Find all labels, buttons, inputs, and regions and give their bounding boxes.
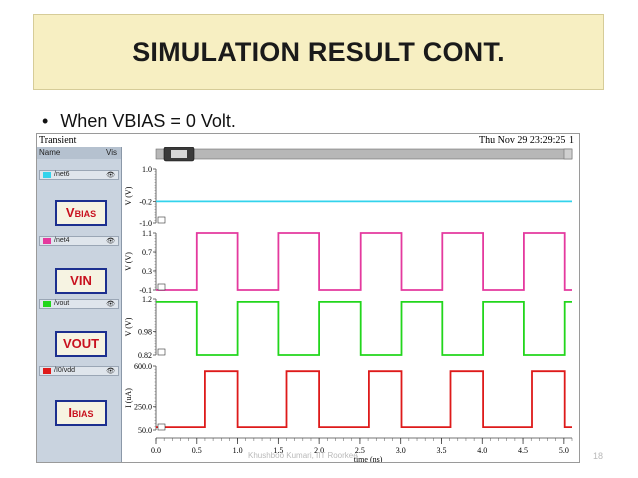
x-tick-label: 3.0 bbox=[396, 446, 406, 455]
simulation-header: Transient Thu Nov 29 23:29:25 1 bbox=[37, 134, 579, 148]
x-axis-label: time (ns) bbox=[354, 455, 383, 463]
y-axis-label: V (V) bbox=[124, 186, 133, 205]
signal-label-sub: BIAS bbox=[72, 409, 94, 419]
y-tick-label: 1.0 bbox=[142, 165, 152, 174]
trace-panel-header: Name Vis bbox=[37, 147, 121, 159]
x-tick-label: 2.5 bbox=[355, 446, 365, 455]
series-line bbox=[156, 232, 572, 291]
plot-panel-0: 1.0 -0.2 -1.0 V (V) bbox=[124, 165, 572, 228]
y-tick-label: 0.7 bbox=[142, 248, 152, 257]
scrollbar-end-button[interactable] bbox=[563, 148, 573, 160]
x-tick-label: 4.0 bbox=[477, 446, 487, 455]
trace-name: /net4 bbox=[54, 237, 70, 244]
trace-name: /net6 bbox=[54, 171, 70, 178]
scrollbar[interactable] bbox=[155, 147, 573, 162]
signal-label-vin: VIN bbox=[55, 268, 107, 294]
trace-row-net4[interactable]: /net4 👁 bbox=[39, 236, 119, 246]
plot-background bbox=[122, 147, 579, 462]
trace-name: /vout bbox=[54, 300, 70, 307]
page-indicator: 1 bbox=[569, 135, 574, 146]
y-tick-label: -0.1 bbox=[139, 286, 152, 295]
y-tick-label: 1.1 bbox=[142, 229, 152, 238]
eye-icon[interactable]: 👁 bbox=[106, 301, 115, 308]
panel-marker-icon bbox=[157, 216, 166, 224]
plot-panel-2: 1.2 0.98 0.82 V (V) bbox=[124, 295, 572, 360]
x-tick-label: 3.5 bbox=[436, 446, 446, 455]
x-tick-label: 4.5 bbox=[518, 446, 528, 455]
x-tick-label: 1.5 bbox=[273, 446, 283, 455]
trace-panel: Name Vis /net6 👁 VBIAS /net4 👁 VIN /vout… bbox=[37, 147, 122, 462]
eye-icon[interactable]: 👁 bbox=[106, 238, 115, 245]
window-label: Transient bbox=[39, 135, 77, 146]
y-tick-label: 50.0 bbox=[138, 426, 152, 435]
y-tick-label: 250.0 bbox=[134, 403, 152, 412]
y-axis-label: V (V) bbox=[124, 252, 133, 271]
x-tick-label: 1.0 bbox=[233, 446, 243, 455]
trace-name: /I0/vdd bbox=[54, 367, 76, 374]
slide-title: SIMULATION RESULT CONT. bbox=[132, 37, 505, 67]
title-band: SIMULATION RESULT CONT. bbox=[33, 14, 604, 90]
signal-label-vbias: VBIAS bbox=[55, 200, 107, 226]
trace-row-net6[interactable]: /net6 👁 bbox=[39, 170, 119, 180]
panel-header-name: Name bbox=[39, 148, 61, 157]
trace-swatch bbox=[43, 238, 51, 244]
y-tick-label: 0.3 bbox=[142, 267, 152, 276]
series-line bbox=[156, 370, 572, 429]
plot-panel-1: 1.1 0.7 0.3 -0.1 V (V) bbox=[124, 229, 572, 295]
bullet-text: • When VBIAS = 0 Volt. bbox=[42, 111, 236, 132]
eye-icon[interactable]: 👁 bbox=[106, 368, 115, 375]
timestamp: Thu Nov 29 23:29:25 bbox=[479, 135, 566, 146]
y-axis-label: V (V) bbox=[124, 317, 133, 336]
signal-label-sub: BIAS bbox=[74, 209, 97, 219]
signal-label-main: I bbox=[68, 405, 73, 420]
signal-label-main: V bbox=[65, 205, 75, 220]
footer-text: Khushboo Kumari, IIT Roorkee bbox=[248, 451, 358, 460]
scrollbar-thumb-grip bbox=[171, 150, 187, 158]
signal-label-main: VIN bbox=[70, 273, 92, 288]
y-tick-label: 1.2 bbox=[142, 295, 152, 304]
signal-label-ibias: IBIAS bbox=[55, 400, 107, 426]
x-tick-label: 5.0 bbox=[559, 446, 569, 455]
trace-row-vout[interactable]: /vout 👁 bbox=[39, 299, 119, 309]
trace-swatch bbox=[43, 301, 51, 307]
scrollbar-track bbox=[155, 148, 573, 160]
panel-marker-icon bbox=[157, 283, 166, 291]
x-tick-label: 2.0 bbox=[314, 446, 324, 455]
signal-label-main: VOUT bbox=[62, 336, 100, 351]
y-tick-label: -1.0 bbox=[139, 219, 152, 228]
panel-marker-icon bbox=[157, 348, 166, 356]
page-number: 18 bbox=[593, 451, 604, 461]
trace-row-vdd[interactable]: /I0/vdd 👁 bbox=[39, 366, 119, 376]
panel-marker-icon bbox=[157, 423, 166, 431]
x-tick-label: 0.0 bbox=[151, 446, 161, 455]
y-tick-label: 600.0 bbox=[134, 362, 152, 371]
y-axis-label: I (uA) bbox=[124, 388, 133, 408]
trace-swatch bbox=[43, 172, 51, 178]
panel-header-vis: Vis bbox=[106, 148, 117, 157]
plot-panel-3: 600.0 250.0 50.0 I (uA) bbox=[124, 362, 572, 435]
waveform-plot: 1.0 -0.2 -1.0 V (V) 1.1 0.7 0.3 -0.1 V (V) 1.2 0.9… bbox=[122, 147, 579, 463]
bullet-label: When VBIAS = 0 Volt. bbox=[60, 111, 236, 131]
signal-label-vout: VOUT bbox=[55, 331, 107, 357]
series-line bbox=[156, 300, 572, 356]
trace-swatch bbox=[43, 368, 51, 374]
eye-icon[interactable]: 👁 bbox=[106, 172, 115, 179]
y-tick-label: 0.98 bbox=[138, 327, 152, 336]
y-tick-label: 0.82 bbox=[138, 351, 152, 360]
y-tick-label: -0.2 bbox=[139, 197, 152, 206]
bullet-dot: • bbox=[42, 111, 49, 131]
x-tick-label: 0.5 bbox=[192, 446, 202, 455]
simulation-window: Transient Thu Nov 29 23:29:25 1 Name Vis… bbox=[36, 133, 580, 463]
